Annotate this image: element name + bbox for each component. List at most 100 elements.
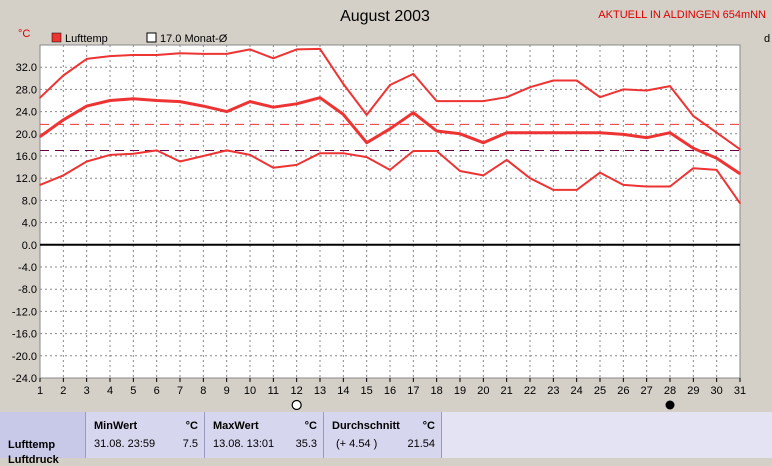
data-point <box>342 152 345 155</box>
series-lines <box>39 47 741 204</box>
x-tick-label: 18 <box>431 385 443 397</box>
stats-panel: Lufttemp Luftdruck MinWert °C 31.08. 23:… <box>0 412 772 466</box>
data-point <box>692 167 695 170</box>
stats-series-name: Lufttemp <box>8 439 56 451</box>
stats-min-header: MinWert <box>94 420 138 432</box>
x-tick-label: 27 <box>641 385 653 397</box>
data-point <box>365 141 368 144</box>
data-point <box>505 96 508 98</box>
y-tick-label: 28.0 <box>16 84 37 96</box>
x-tick-label: 14 <box>337 385 349 397</box>
data-point <box>692 147 695 150</box>
reference-lines <box>40 123 740 151</box>
data-point <box>389 169 391 171</box>
data-point <box>622 88 625 91</box>
chart-title: August 2003 <box>340 8 430 25</box>
data-point <box>39 96 41 99</box>
y-tick-label: 32.0 <box>16 62 37 74</box>
data-point <box>669 185 671 188</box>
data-point <box>319 96 321 99</box>
day-markers <box>291 399 675 410</box>
stats-min-cell: MinWert °C 31.08. 23:59 7.5 <box>86 412 205 458</box>
data-point <box>669 85 671 87</box>
legend-swatch-series <box>51 32 62 43</box>
stats-series-name-2: Luftdruck <box>8 454 59 466</box>
x-tick-label: 9 <box>224 385 230 397</box>
x-tick-label: 8 <box>200 385 206 397</box>
data-point <box>389 84 391 86</box>
data-point <box>575 131 578 134</box>
data-point <box>202 105 205 107</box>
data-point <box>109 55 111 57</box>
data-point <box>529 131 531 134</box>
stats-min-value: 7.5 <box>182 438 198 450</box>
x-tick-label: 13 <box>314 385 326 397</box>
data-point <box>295 48 298 51</box>
x-tick-label: 12 <box>291 385 303 397</box>
x-tick-label: 5 <box>130 385 136 397</box>
side-letter: d <box>764 33 770 45</box>
data-point <box>85 105 88 107</box>
stats-avg-value: 21.54 <box>407 438 435 450</box>
data-point <box>249 48 251 51</box>
stats-avg-unit: °C <box>422 420 435 432</box>
data-point <box>225 149 228 152</box>
legend-swatch-average <box>146 32 157 43</box>
data-point <box>412 150 415 152</box>
data-point <box>39 184 41 186</box>
x-tick-label: 24 <box>571 385 583 397</box>
data-point <box>272 166 275 169</box>
y-unit-label: °C <box>18 28 30 40</box>
y-tick-label: 16.0 <box>16 151 37 163</box>
data-point <box>739 148 741 151</box>
data-point <box>412 111 415 114</box>
data-point <box>342 83 345 85</box>
x-tick-label: 1 <box>37 385 43 397</box>
x-tick-label: 22 <box>524 385 536 397</box>
data-point <box>599 131 601 134</box>
data-point <box>132 152 135 155</box>
data-point <box>459 100 461 102</box>
x-tick-label: 10 <box>244 385 256 397</box>
data-point <box>482 100 485 102</box>
data-point <box>575 79 578 82</box>
stats-max-header: MaxWert <box>213 420 259 432</box>
data-point <box>599 96 601 98</box>
x-tick-label: 17 <box>407 385 419 397</box>
legend-average-label: 17.0 Monat-Ø <box>160 33 228 45</box>
data-point <box>132 98 135 100</box>
stats-empty-area <box>442 412 772 458</box>
data-point <box>202 53 205 55</box>
data-point <box>459 133 461 135</box>
data-point <box>225 53 228 55</box>
data-point <box>715 157 718 160</box>
data-point <box>155 99 158 102</box>
stats-avg-header: Durchschnitt <box>332 420 400 432</box>
temperature-chart: August 2003 AKTUELL IN ALDINGEN 654mNN °… <box>12 8 770 410</box>
stats-avg-cell: Durchschnitt °C (+ 4.54 ) 21.54 <box>324 412 442 458</box>
open-circle-marker <box>291 399 302 410</box>
data-point <box>622 133 625 136</box>
data-point <box>155 149 158 152</box>
data-point <box>85 58 88 60</box>
filled-circle-marker <box>665 400 675 410</box>
data-point <box>435 100 438 102</box>
data-point <box>459 170 461 172</box>
data-point <box>155 54 158 56</box>
data-point <box>552 131 555 134</box>
x-tick-label: 21 <box>501 385 513 397</box>
data-point <box>482 141 485 144</box>
chart-area: August 2003 AKTUELL IN ALDINGEN 654mNN °… <box>12 8 770 410</box>
data-point <box>482 174 485 177</box>
stats-max-cell: MaxWert °C 13.08. 13:01 35.3 <box>205 412 324 458</box>
x-tick-label: 7 <box>177 385 183 397</box>
data-point <box>599 171 601 174</box>
y-tick-label: 20.0 <box>16 129 37 141</box>
x-tick-label: 23 <box>547 385 559 397</box>
x-axis-ticks: 1 2 3 4 5 6 7 8 9 10 11 12 13 14 15 16 17 18 19 20 21 22 23 24 2… <box>37 378 746 397</box>
data-point <box>225 110 228 113</box>
stats-min-time: 31.08. 23:59 <box>94 438 156 450</box>
data-point <box>505 159 508 161</box>
x-tick-label: 4 <box>107 385 113 397</box>
x-tick-label: 28 <box>664 385 676 397</box>
